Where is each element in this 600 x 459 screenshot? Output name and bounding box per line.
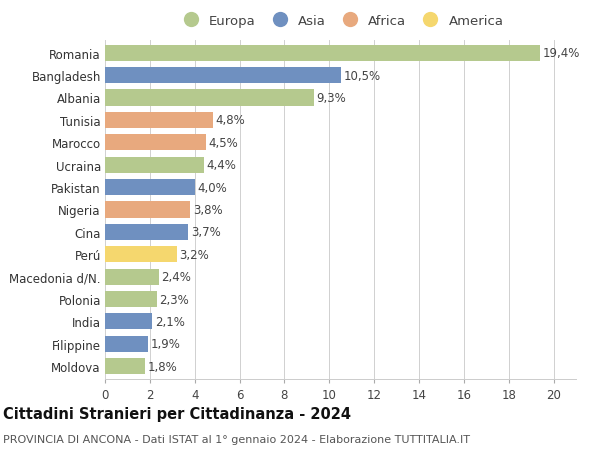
Bar	[105, 291, 157, 308]
Text: 4,0%: 4,0%	[197, 181, 227, 194]
Text: 3,7%: 3,7%	[191, 226, 220, 239]
Text: PROVINCIA DI ANCONA - Dati ISTAT al 1° gennaio 2024 - Elaborazione TUTTITALIA.IT: PROVINCIA DI ANCONA - Dati ISTAT al 1° g…	[3, 434, 470, 444]
Bar	[105, 358, 145, 375]
Text: 1,9%: 1,9%	[151, 337, 180, 351]
Bar	[105, 90, 314, 106]
Text: 2,1%: 2,1%	[155, 315, 185, 328]
Bar	[105, 202, 190, 218]
Text: Cittadini Stranieri per Cittadinanza - 2024: Cittadini Stranieri per Cittadinanza - 2…	[3, 406, 351, 421]
Text: 4,8%: 4,8%	[215, 114, 245, 127]
Bar	[105, 157, 203, 174]
Bar	[105, 313, 152, 330]
Text: 10,5%: 10,5%	[343, 69, 380, 83]
Text: 1,8%: 1,8%	[148, 360, 178, 373]
Bar	[105, 246, 177, 263]
Text: 3,8%: 3,8%	[193, 203, 223, 217]
Text: 4,4%: 4,4%	[206, 159, 236, 172]
Bar	[105, 68, 341, 84]
Text: 4,5%: 4,5%	[209, 136, 238, 150]
Bar	[105, 336, 148, 352]
Bar	[105, 224, 188, 241]
Text: 19,4%: 19,4%	[543, 47, 580, 60]
Bar	[105, 269, 159, 285]
Text: 3,2%: 3,2%	[179, 248, 209, 261]
Text: 9,3%: 9,3%	[316, 92, 346, 105]
Legend: Europa, Asia, Africa, America: Europa, Asia, Africa, America	[178, 15, 503, 28]
Text: 2,4%: 2,4%	[161, 270, 191, 284]
Bar	[105, 112, 212, 129]
Bar	[105, 179, 195, 196]
Bar	[105, 45, 540, 62]
Bar	[105, 135, 206, 151]
Text: 2,3%: 2,3%	[159, 293, 189, 306]
